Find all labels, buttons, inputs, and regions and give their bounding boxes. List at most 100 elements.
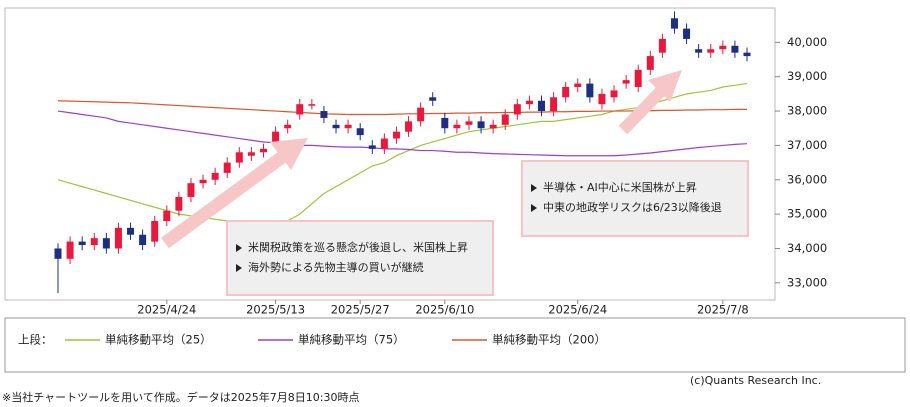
candle-body xyxy=(695,49,703,53)
y-tick-label: 34,000 xyxy=(787,241,827,255)
arrow xyxy=(161,149,289,249)
candle-body xyxy=(489,124,497,129)
candle-body xyxy=(114,227,122,249)
candle-body xyxy=(308,104,316,106)
candle-body xyxy=(550,97,558,112)
candle-body xyxy=(429,97,437,101)
candle-body xyxy=(670,18,678,29)
candle-body xyxy=(380,138,388,149)
candle-body xyxy=(368,145,376,149)
y-tick-label: 35,000 xyxy=(787,207,827,221)
x-tick-label: 2025/6/10 xyxy=(415,303,474,317)
bullet xyxy=(531,184,537,192)
moving-average-line xyxy=(57,82,748,227)
candle-body xyxy=(477,121,485,129)
candle-body xyxy=(272,131,280,142)
annotation-frame xyxy=(521,160,749,237)
candle-body xyxy=(211,172,219,180)
candle-body xyxy=(151,220,159,242)
candle-body xyxy=(707,49,715,53)
candle-body xyxy=(66,241,74,259)
candle-body xyxy=(586,83,594,98)
copyright: (c)Quants Research Inc. xyxy=(690,374,821,387)
candle-body xyxy=(187,183,195,197)
moving-average-line xyxy=(57,100,747,116)
candle-body xyxy=(622,80,630,84)
arrow-head xyxy=(648,70,682,102)
candle-body xyxy=(54,248,62,259)
candle-body xyxy=(562,87,570,98)
candle-body xyxy=(127,227,135,235)
y-tick-label: 36,000 xyxy=(787,172,827,186)
candle-body xyxy=(441,117,449,129)
candle-body xyxy=(320,111,328,118)
bullet xyxy=(236,264,242,272)
candle-body xyxy=(223,162,231,173)
candle-body xyxy=(296,104,304,115)
candle-body xyxy=(199,179,207,184)
candle-body xyxy=(247,152,255,156)
candle-body xyxy=(525,100,533,105)
moving-average-line xyxy=(57,110,748,157)
y-tick-label: 39,000 xyxy=(787,69,827,83)
candle-body xyxy=(356,128,364,136)
candle-body xyxy=(175,196,183,211)
annotation-box: 半導体・AI中心に米国株が上昇 中東の地政学リスクは6/23以降後退 xyxy=(521,160,749,237)
bullet xyxy=(531,204,537,212)
candle-body xyxy=(453,124,461,129)
candle-body xyxy=(513,104,521,115)
arrow-head xyxy=(270,138,308,170)
annotation-box: 米関税政策を巡る懸念が後退し、米国株上昇 海外勢による先物主導の買いが継続 xyxy=(226,220,494,296)
candle-body xyxy=(574,83,582,88)
candle-body xyxy=(598,93,606,105)
y-tick-label: 40,000 xyxy=(787,35,827,49)
candle-body xyxy=(658,38,666,53)
legend-label: 単純移動平均（200） xyxy=(492,333,606,347)
candle-body xyxy=(719,45,727,50)
annotation-text: 海外勢による先物主導の買いが継続 xyxy=(248,260,424,274)
arrows xyxy=(161,70,682,249)
legend-label: 単純移動平均（25） xyxy=(105,333,212,347)
candle-body xyxy=(78,241,86,246)
annotation-text: 半導体・AI中心に米国株が上昇 xyxy=(543,180,697,194)
legend-frame xyxy=(4,317,906,373)
annotation-frame xyxy=(226,220,494,296)
candle-body xyxy=(610,90,618,98)
candle-body xyxy=(501,114,509,125)
candle-body xyxy=(683,28,691,39)
candle-body xyxy=(235,152,243,163)
y-tick-label: 38,000 xyxy=(787,104,827,118)
bullet xyxy=(236,244,242,252)
candle-body xyxy=(731,45,739,53)
x-tick-label: 2025/5/13 xyxy=(246,303,305,317)
candle-body xyxy=(465,121,473,125)
candle-body xyxy=(392,131,400,139)
y-tick-label: 37,000 xyxy=(787,138,827,152)
candle-body xyxy=(743,52,751,57)
candle-body xyxy=(332,124,340,129)
candle-body xyxy=(259,148,267,153)
candle-body xyxy=(538,100,546,112)
candle-body xyxy=(417,107,425,122)
candle-body xyxy=(634,69,642,88)
footnote: ※当社チャートツールを用いて作成。データは2025年7月8日10:30時点 xyxy=(2,390,359,404)
candle-body xyxy=(646,56,654,70)
candle-body xyxy=(405,121,413,132)
x-tick-label: 2025/6/24 xyxy=(548,303,607,317)
legend-prefix: 上段： xyxy=(18,333,53,347)
candle-body xyxy=(284,124,292,129)
arrow xyxy=(618,83,669,135)
y-tick-label: 33,000 xyxy=(787,275,827,289)
x-tick-label: 2025/5/27 xyxy=(331,303,390,317)
plot-area xyxy=(54,11,751,294)
legend-label: 単純移動平均（75） xyxy=(298,333,405,347)
x-tick-label: 2025/7/8 xyxy=(697,303,749,317)
candle-body xyxy=(344,124,352,129)
x-tick-label: 2025/4/24 xyxy=(137,303,196,317)
candle-body xyxy=(90,238,98,246)
annotation-text: 米関税政策を巡る懸念が後退し、米国株上昇 xyxy=(248,240,468,254)
candle-body xyxy=(139,234,147,246)
annotation-text: 中東の地政学リスクは6/23以降後退 xyxy=(543,200,722,214)
candle-body xyxy=(163,210,171,221)
